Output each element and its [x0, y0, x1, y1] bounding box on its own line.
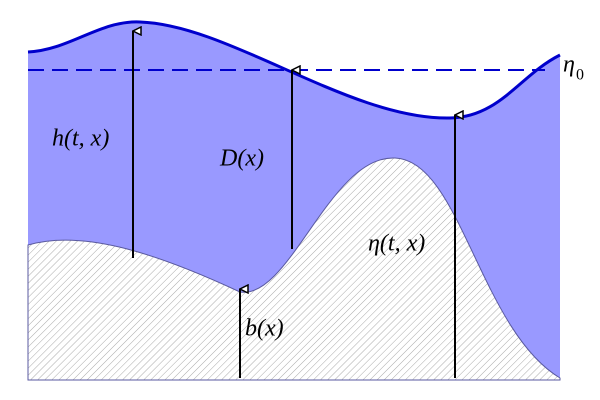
seabed — [27, 157, 561, 381]
h-label: h(t, x) — [52, 126, 109, 152]
water — [28, 21, 560, 379]
eta0-label: η — [563, 52, 575, 78]
b-label: b(x) — [245, 316, 284, 342]
eta-label: η(t, x) — [368, 231, 425, 257]
eta0-subscript: 0 — [576, 67, 584, 84]
d-label: D(x) — [219, 146, 264, 172]
